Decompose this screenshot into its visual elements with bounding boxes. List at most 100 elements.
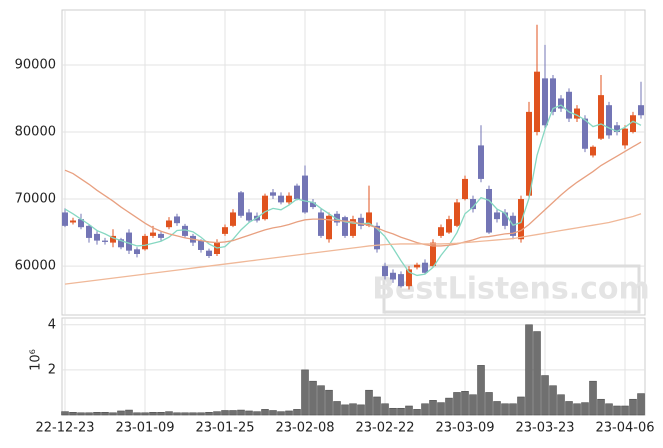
candle-body (542, 78, 548, 126)
volume-bar (213, 411, 221, 416)
candle-body (342, 217, 348, 236)
volume-bar (437, 402, 445, 416)
volume-bar (597, 398, 605, 416)
candle-body (582, 118, 588, 149)
volume-bar (533, 331, 541, 416)
volume-bar (469, 394, 477, 416)
candle-body (150, 232, 156, 236)
volume-bar (525, 324, 533, 416)
candle-body (126, 232, 132, 251)
candle-body (438, 227, 444, 236)
candle-body (494, 212, 500, 220)
volume-bar (173, 412, 181, 416)
candle-body (78, 219, 84, 228)
volume-bar (237, 409, 245, 416)
candle-body (526, 111, 532, 196)
candle-body (262, 195, 268, 220)
x-tick-label: 23-01-25 (195, 421, 254, 436)
candle-body (246, 212, 252, 221)
volume-scale-label: 10⁶ (29, 349, 44, 371)
candle-body (70, 220, 76, 223)
candle-body (94, 233, 100, 241)
volume-bar (221, 410, 229, 416)
volume-bar (637, 393, 645, 416)
candle-body (486, 188, 492, 233)
candle-body (622, 128, 628, 146)
volume-bar (77, 412, 85, 416)
candle-body (294, 185, 300, 200)
volume-bar (301, 369, 309, 416)
volume-bar (277, 411, 285, 416)
candle-body (462, 178, 468, 200)
candle-body (598, 95, 604, 139)
x-tick-label: 23-01-09 (115, 421, 174, 436)
volume-bar (397, 407, 405, 416)
volume-bar (581, 402, 589, 416)
volume-bar (205, 412, 213, 416)
watermark-text: BestListens.com (372, 272, 650, 307)
volume-bar (245, 410, 253, 416)
x-tick-label: 23-02-08 (275, 421, 334, 436)
volume-bar (181, 412, 189, 416)
volume-bar (461, 391, 469, 416)
candle-body (614, 125, 620, 132)
candle-body (454, 202, 460, 226)
volume-bar (413, 409, 421, 416)
candle-body (606, 105, 612, 136)
moving-average-line (64, 213, 642, 285)
candle-body (222, 227, 228, 234)
candle-body (398, 274, 404, 287)
candle-body (590, 146, 596, 156)
volume-bar (253, 411, 261, 416)
volume-bar (485, 392, 493, 416)
candle-body (374, 225, 380, 250)
candle-body (326, 215, 332, 240)
volume-bar (405, 405, 413, 416)
volume-tick-label: 4 (48, 317, 56, 332)
y-tick-label: 70000 (15, 192, 56, 207)
candle-body (134, 249, 140, 254)
candle-body (558, 98, 564, 109)
candle-body (550, 78, 556, 112)
volume-bar (93, 412, 101, 416)
y-tick-label: 80000 (15, 125, 56, 140)
candle-body (574, 108, 580, 119)
candle-body (446, 219, 452, 233)
volume-bar (501, 403, 509, 416)
volume-bar (493, 401, 501, 416)
x-tick-label: 23-03-09 (435, 421, 494, 436)
candle-body (470, 199, 476, 210)
x-tick-label: 22-12-23 (35, 421, 94, 436)
candle-body (630, 115, 636, 132)
candle-body (318, 212, 324, 236)
candle-body (166, 220, 172, 228)
volume-bar (573, 403, 581, 416)
candle-body (334, 213, 340, 223)
candle-body (62, 212, 68, 226)
volume-bar (517, 396, 525, 416)
candle-body (638, 105, 644, 116)
candle-body (102, 240, 108, 242)
candle-body (142, 235, 148, 250)
candle-body (110, 235, 116, 243)
candle-body (502, 212, 508, 226)
candle-body (270, 192, 276, 196)
candle-body (286, 195, 292, 203)
volume-bar (541, 375, 549, 416)
volume-bar (349, 403, 357, 416)
candle-body (534, 71, 540, 132)
moving-average-line (64, 141, 642, 247)
candle-body (382, 266, 388, 277)
volume-bar (341, 404, 349, 416)
volume-bar (309, 380, 317, 416)
candle-body (182, 225, 188, 236)
volume-bar (141, 412, 149, 416)
volume-bar (85, 412, 93, 416)
volume-bar (477, 365, 485, 416)
volume-bar (445, 397, 453, 416)
volume-bar (453, 392, 461, 416)
volume-bar (285, 410, 293, 416)
volume-bar (293, 409, 301, 416)
volume-bar (381, 403, 389, 416)
